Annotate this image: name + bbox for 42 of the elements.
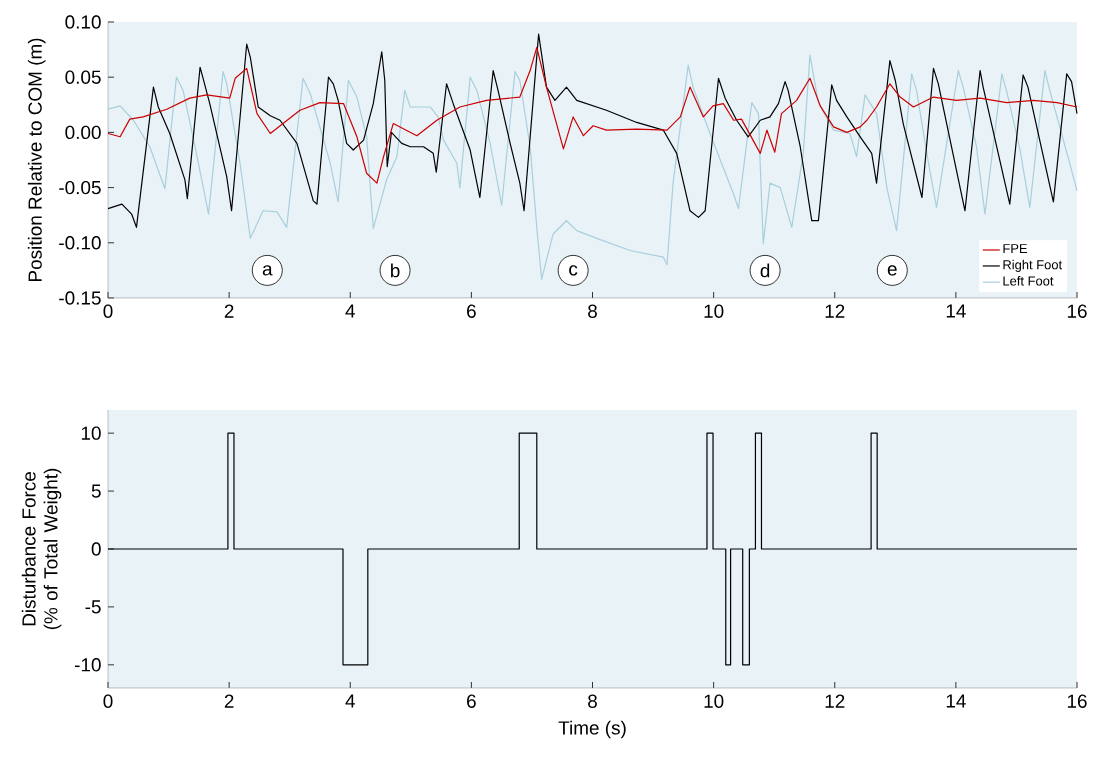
x-tick-label: 8: [588, 304, 597, 318]
x-tick-label: 4: [345, 304, 355, 318]
x-tick-label: 10: [704, 304, 724, 318]
x-tick-label: 14: [946, 304, 966, 318]
legend-label: Right Foot: [1003, 259, 1063, 272]
line-series: [107, 33, 1078, 228]
x-tick-label: 16: [1067, 304, 1087, 318]
y-tick-label: 10: [81, 426, 101, 440]
y-tick-label: 5: [91, 484, 101, 498]
annotation: b: [391, 263, 400, 278]
legend-label: Left Foot: [1003, 276, 1054, 286]
x-tick-label: 16: [1067, 694, 1087, 708]
x-tick-label: 0: [103, 304, 113, 318]
x-tick-label: 10: [704, 694, 724, 708]
y-tick-label: -0.15: [59, 291, 101, 305]
y-tick-label: 0.10: [65, 15, 101, 29]
annotation: e: [887, 265, 897, 276]
x-tick-label: 12: [825, 304, 845, 318]
x-tick-label: 6: [467, 694, 476, 708]
x-tick-label: 8: [588, 694, 597, 708]
y-tick-label: -10: [74, 658, 101, 672]
annotation: d: [760, 263, 770, 278]
y-tick-label: -5: [85, 600, 101, 614]
x-tick-label: 12: [825, 694, 845, 708]
x-axis-title: Time (s): [558, 720, 626, 739]
x-tick-label: 2: [224, 694, 234, 708]
legend-label: FPE: [1003, 244, 1028, 254]
x-tick-label: 4: [345, 694, 355, 708]
x-tick-label: 0: [103, 694, 113, 708]
line-series: [107, 46, 1078, 184]
annotation: a: [262, 265, 273, 276]
y-axis-title: Disturbance Force (% of Total Weight): [21, 468, 62, 630]
x-tick-label: 14: [946, 694, 966, 708]
y-tick-label: 0.05: [65, 70, 101, 84]
y-tick-label: -0.05: [59, 180, 101, 195]
x-tick-label: 2: [224, 304, 234, 318]
y-tick-label: 0.00: [65, 125, 101, 140]
annotation: c: [569, 265, 578, 276]
y-tick-label: 0: [91, 542, 101, 556]
x-tick-label: 6: [467, 304, 476, 318]
y-axis-title: Position Relative to COM (m): [27, 38, 46, 281]
y-tick-label: -0.10: [59, 236, 101, 250]
